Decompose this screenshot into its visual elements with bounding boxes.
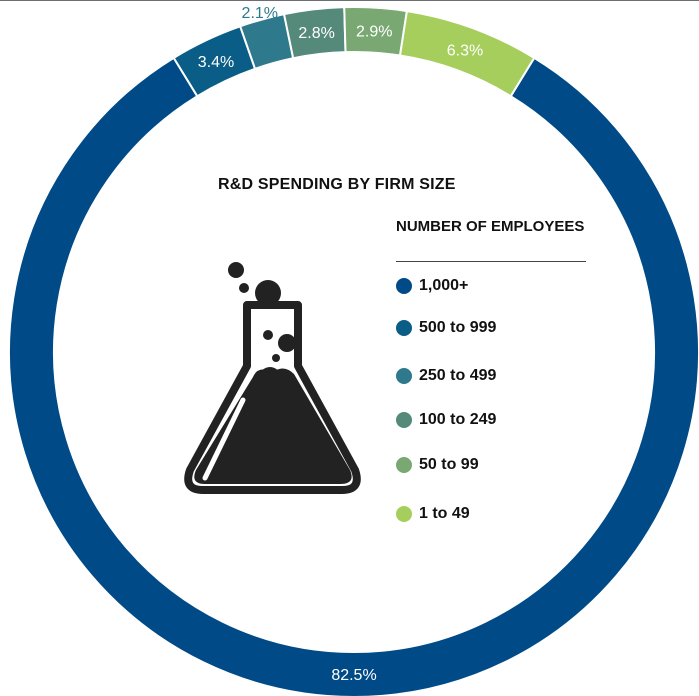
slice-5 xyxy=(398,9,536,98)
legend-swatch xyxy=(396,457,412,473)
legend-label: 1 to 49 xyxy=(419,505,470,522)
legend-label: 1,000+ xyxy=(419,277,469,294)
top-border xyxy=(0,0,699,1)
donut-slices xyxy=(8,6,699,696)
flask-icon xyxy=(184,262,361,494)
chart-title: R&D SPENDING BY FIRM SIZE xyxy=(218,176,456,193)
slice-value-label: 2.9% xyxy=(356,24,392,41)
slice-value-label: 82.5% xyxy=(331,667,376,684)
legend-swatch xyxy=(396,278,412,294)
slice-value-label: 2.8% xyxy=(298,25,334,42)
legend-title: NUMBER OF EMPLOYEES xyxy=(396,218,585,235)
legend-swatch xyxy=(396,368,412,384)
legend-label: 100 to 249 xyxy=(419,411,497,428)
legend-label: 250 to 499 xyxy=(419,367,497,384)
slice-0 xyxy=(8,56,699,696)
legend-swatch xyxy=(396,320,412,336)
legend-label: 50 to 99 xyxy=(419,456,479,473)
legend-item-500-999: 500 to 999 xyxy=(396,318,496,338)
legend-item-250-499: 250 to 499 xyxy=(396,366,496,386)
legend-item-1000-plus: 1,000+ xyxy=(396,276,468,296)
legend-item-50-99: 50 to 99 xyxy=(396,455,479,475)
slice-value-label: 2.1% xyxy=(242,5,278,22)
slice-value-labels: 82.5% 3.4% 2.1% 2.8% 2.9% 6.3% xyxy=(198,5,483,684)
legend-swatch xyxy=(396,412,412,428)
legend-swatch xyxy=(396,506,412,522)
legend-item-1-49: 1 to 49 xyxy=(396,504,470,524)
legend-label: 500 to 999 xyxy=(419,319,497,336)
slice-value-label: 3.4% xyxy=(198,54,234,71)
legend-divider xyxy=(396,261,586,262)
slice-value-label: 6.3% xyxy=(447,43,483,60)
legend-item-100-249: 100 to 249 xyxy=(396,410,496,430)
